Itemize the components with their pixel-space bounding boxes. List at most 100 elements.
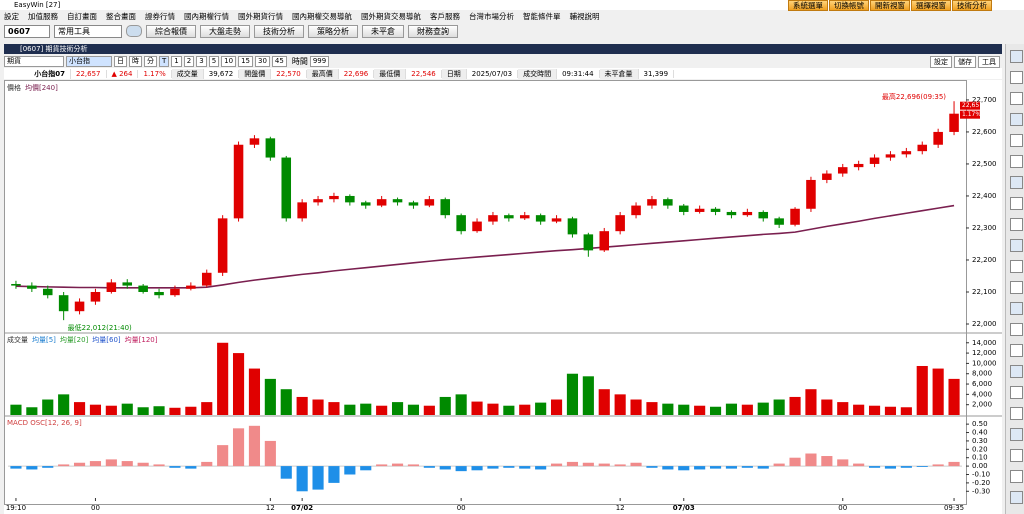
menu-item[interactable]: 加值服務 <box>28 12 58 21</box>
tool-button[interactable]: 綜合報價 <box>146 24 196 38</box>
period-button[interactable]: 1 <box>171 56 182 67</box>
volume-bar <box>296 396 308 415</box>
menu-item[interactable]: 客戶服務 <box>430 12 460 21</box>
osc-bar <box>137 462 149 467</box>
period-button[interactable]: 5 <box>208 56 220 67</box>
candle-body <box>345 195 355 203</box>
volume-bar <box>550 399 563 415</box>
osc-bar <box>328 466 340 483</box>
tools-select[interactable]: 常用工具 <box>54 24 122 38</box>
tool-icon[interactable] <box>1010 71 1023 84</box>
tool-icon[interactable] <box>1010 449 1023 462</box>
candle-body <box>615 215 625 232</box>
osc-bar <box>598 463 610 467</box>
product-type[interactable]: 期貨 <box>4 56 64 67</box>
volume-bar <box>900 407 912 415</box>
action-button[interactable]: 設定 <box>930 56 952 68</box>
last-price-box <box>960 101 980 110</box>
period-button[interactable]: 15 <box>238 56 253 67</box>
y-tick-label: 22,300 <box>972 224 997 232</box>
menu-button[interactable]: 選擇視窗 <box>911 0 951 11</box>
volume-bar <box>423 405 435 415</box>
legend-entry: 均量[120] <box>125 335 158 344</box>
tool-icon[interactable] <box>1010 176 1023 189</box>
menu-button[interactable]: 技術分析 <box>952 0 992 11</box>
period-button[interactable]: 30 <box>255 56 270 67</box>
osc-bar <box>535 466 547 470</box>
tool-icon[interactable] <box>1010 281 1023 294</box>
menu-item[interactable]: 台灣市場分析 <box>469 12 514 21</box>
period-button[interactable]: 時 <box>129 56 142 67</box>
tool-icon[interactable] <box>1010 323 1023 336</box>
period-button[interactable]: 2 <box>183 56 195 67</box>
period-button[interactable]: 分 <box>144 56 157 67</box>
tool-button[interactable]: 未平倉 <box>362 24 404 38</box>
menu-item[interactable]: 智能條件單 <box>523 12 561 21</box>
period-button[interactable]: 10 <box>221 56 237 67</box>
tool-icon[interactable] <box>1010 218 1023 231</box>
y-tick-label: 0.40 <box>972 429 988 437</box>
drawing-toolbar <box>1005 44 1024 514</box>
candle-body <box>249 138 260 145</box>
osc-bar <box>773 463 785 467</box>
menu-item[interactable]: 輔視說明 <box>569 12 600 21</box>
volume-bar <box>328 402 340 415</box>
volume-bar <box>42 399 54 415</box>
tool-icon[interactable] <box>1010 197 1023 210</box>
period-button[interactable]: 日 <box>114 56 127 67</box>
menu-item[interactable]: 設定 <box>4 12 19 21</box>
volume-bar <box>678 404 690 415</box>
symbol-input[interactable]: 小台指 <box>66 56 112 67</box>
tool-icon[interactable] <box>1010 386 1023 399</box>
tool-icon[interactable] <box>1010 302 1023 315</box>
menu-item[interactable]: 國內期權行情 <box>184 12 229 21</box>
tool-icon[interactable] <box>1010 428 1023 441</box>
gear-icon[interactable] <box>126 25 142 37</box>
last-price-label: 22,657 <box>962 102 983 109</box>
tool-icon[interactable] <box>1010 113 1023 126</box>
action-button[interactable]: 儲存 <box>954 56 976 68</box>
period-button[interactable]: T <box>159 56 170 67</box>
tool-icon[interactable] <box>1010 407 1023 420</box>
menu-button[interactable]: 系統選單 <box>788 0 828 11</box>
osc-bar <box>868 466 881 468</box>
tool-icon[interactable] <box>1010 155 1023 168</box>
volume-bar <box>487 403 499 415</box>
tool-icon[interactable] <box>1010 92 1023 105</box>
tool-icon[interactable] <box>1010 344 1023 357</box>
action-button[interactable]: 工具 <box>978 56 1000 68</box>
tool-icon[interactable] <box>1010 239 1023 252</box>
menu-item[interactable]: 整合畫面 <box>106 12 136 21</box>
period-button[interactable]: 3 <box>196 56 207 67</box>
tool-button[interactable]: 技術分析 <box>254 24 304 38</box>
tool-icon[interactable] <box>1010 260 1023 273</box>
volume-bar <box>264 378 276 415</box>
menu-item[interactable]: 證券行情 <box>145 12 175 21</box>
tool-icon[interactable] <box>1010 50 1023 63</box>
code-input[interactable]: 0607 <box>4 24 50 38</box>
osc-bar <box>789 457 801 467</box>
tool-icon[interactable] <box>1010 365 1023 378</box>
tool-button[interactable]: 財務查詢 <box>408 24 458 38</box>
x-tick-label: 07/02 <box>291 504 313 512</box>
y-tick-label: 8,000 <box>972 370 992 378</box>
axis-frame <box>4 80 967 505</box>
volume-bar <box>58 394 70 415</box>
tool-icon[interactable] <box>1010 134 1023 147</box>
tool-button[interactable]: 大盤走勢 <box>200 24 250 38</box>
period-button[interactable]: 45 <box>271 56 287 67</box>
menu-item[interactable]: 國外期貨行情 <box>238 12 283 21</box>
menu-item[interactable]: 國外期貨交易導航 <box>361 12 421 21</box>
tool-button[interactable]: 策略分析 <box>308 24 358 38</box>
tool-icon[interactable] <box>1010 491 1023 504</box>
menu-item[interactable]: 國內期權交易導航 <box>292 12 352 21</box>
count-input[interactable]: 999 <box>309 56 330 67</box>
candle-body <box>217 218 228 273</box>
menu-button[interactable]: 切換帳號 <box>829 0 869 11</box>
panel-title: 價格 <box>7 83 21 92</box>
tool-icon[interactable] <box>1010 470 1023 483</box>
menu-item[interactable]: 自訂畫面 <box>67 12 97 21</box>
last-price-label: 1.17% <box>962 111 981 118</box>
menu-button[interactable]: 開新視窗 <box>870 0 910 11</box>
average-line <box>15 204 955 289</box>
